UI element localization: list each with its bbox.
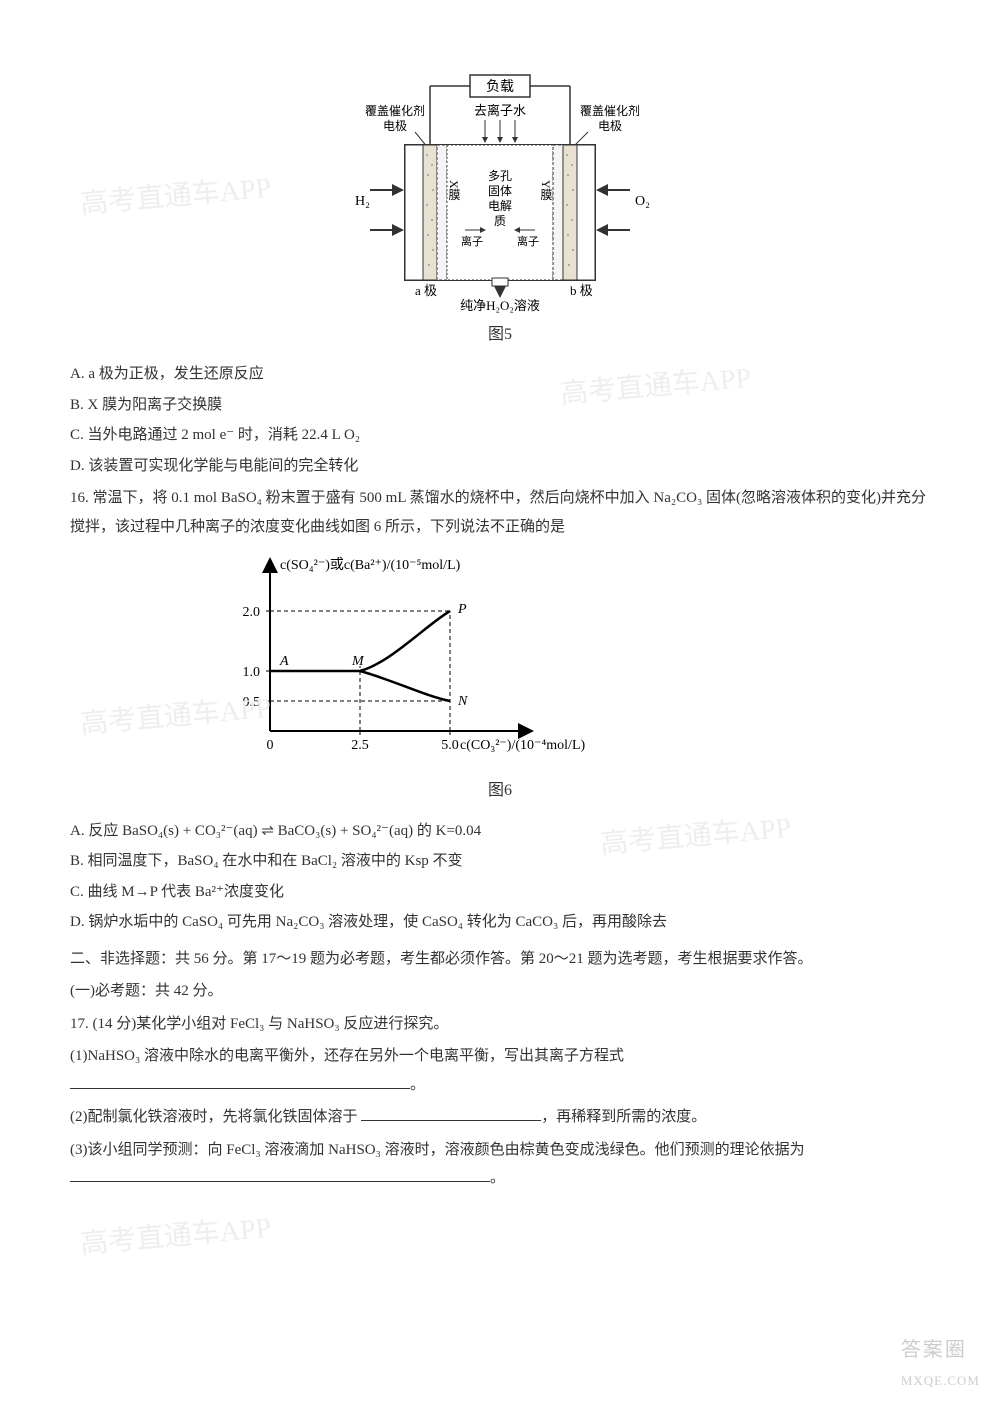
corner-watermark-line1: 答案圈 (901, 1331, 980, 1369)
watermark: 高考直通车APP (78, 162, 273, 232)
svg-text:离子: 离子 (517, 234, 539, 248)
corner-watermark-line2: MXQE.COM (901, 1369, 980, 1394)
q16-option-b: B. 相同温度下，BaSO₄ 在水中和在 BaCl₂ 溶液中的 Ksp 不变 (70, 847, 930, 876)
svg-text:X膜: X膜 (447, 180, 461, 201)
figure-5: 负载 覆盖催化剂 电极 覆盖催化剂 电极 去离子水 H₂ O₂ (320, 70, 680, 315)
svg-text:b 极: b 极 (570, 283, 593, 298)
svg-text:纯净H₂O₂溶液: 纯净H₂O₂溶液 (460, 298, 540, 313)
svg-text:H₂: H₂ (355, 194, 370, 209)
q16-option-d: D. 锅炉水垢中的 CaSO₄ 可先用 Na₂CO₃ 溶液处理，使 CaSO₄ … (70, 908, 930, 937)
svg-text:P: P (457, 602, 467, 617)
svg-text:M: M (351, 654, 365, 669)
q17-2-text: (2)配制氯化铁溶液时，先将氯化铁固体溶于 (70, 1109, 361, 1125)
figure-5-caption: 图5 (70, 320, 930, 350)
q17-2-tail: ，再稀释到所需的浓度。 (541, 1109, 706, 1125)
q17-1: (1)NaHSO₃ 溶液中除水的电离平衡外，还存在另外一个电离平衡，写出其离子方… (70, 1042, 930, 1099)
q17-stem: 17. (14 分)某化学小组对 FeCl₃ 与 NaHSO₃ 反应进行探究。 (70, 1010, 930, 1039)
svg-text:电极: 电极 (598, 119, 622, 133)
svg-text:c(SO₄²⁻)或c(Ba²⁺)/(10⁻⁵mol/L): c(SO₄²⁻)或c(Ba²⁺)/(10⁻⁵mol/L) (280, 557, 461, 573)
svg-text:覆盖催化剂: 覆盖催化剂 (580, 103, 640, 118)
svg-text:覆盖催化剂: 覆盖催化剂 (365, 103, 425, 118)
q16-stem: 16. 常温下，将 0.1 mol BaSO₄ 粉末置于盛有 500 mL 蒸馏… (70, 484, 930, 541)
q15-option-b: B. X 膜为阳离子交换膜 (70, 391, 930, 420)
svg-text:电极: 电极 (383, 119, 407, 133)
blank (361, 1105, 541, 1121)
q17-3-tail: 。 (490, 1170, 505, 1186)
svg-text:电解: 电解 (488, 199, 512, 213)
blank (70, 1073, 410, 1089)
part2-heading: 二、非选择题：共 56 分。第 17～19 题为必考题，考生都必须作答。第 20… (70, 945, 930, 974)
svg-text:质: 质 (494, 214, 506, 228)
q16-option-c: C. 曲线 M→P 代表 Ba²⁺浓度变化 (70, 878, 930, 907)
figure-6-caption: 图6 (70, 776, 930, 806)
svg-text:离子: 离子 (461, 234, 483, 248)
q17-1-text: (1)NaHSO₃ 溶液中除水的电离平衡外，还存在另外一个电离平衡，写出其离子方… (70, 1048, 624, 1064)
svg-text:负载: 负载 (486, 79, 514, 95)
watermark: 高考直通车APP (78, 1202, 273, 1272)
q15-option-c: C. 当外电路通过 2 mol e⁻ 时，消耗 22.4 L O₂ (70, 421, 930, 450)
svg-text:固体: 固体 (488, 184, 512, 198)
svg-text:0: 0 (267, 738, 274, 753)
svg-text:5.0: 5.0 (441, 738, 459, 753)
svg-text:c(CO₃²⁻)/(10⁻⁴mol/L): c(CO₃²⁻)/(10⁻⁴mol/L) (460, 738, 585, 753)
svg-text:a 极: a 极 (415, 283, 437, 298)
q17-1-tail: 。 (410, 1077, 425, 1093)
svg-text:A: A (279, 654, 289, 669)
q17-3-text: (3)该小组同学预测：向 FeCl₃ 溶液滴加 NaHSO₃ 溶液时，溶液颜色由… (70, 1142, 805, 1158)
svg-text:N: N (457, 694, 468, 709)
q17-3: (3)该小组同学预测：向 FeCl₃ 溶液滴加 NaHSO₃ 溶液时，溶液颜色由… (70, 1136, 930, 1193)
svg-text:多孔: 多孔 (488, 169, 512, 183)
part2-sub: (一)必考题：共 42 分。 (70, 977, 930, 1006)
blank (70, 1166, 490, 1182)
svg-text:O₂: O₂ (635, 194, 650, 209)
q15-option-d: D. 该装置可实现化学能与电能间的完全转化 (70, 452, 930, 481)
q16-option-a: A. 反应 BaSO₄(s) + CO₃²⁻(aq) ⇌ BaCO₃(s) + … (70, 817, 930, 846)
svg-text:1.0: 1.0 (243, 665, 261, 680)
svg-text:2.5: 2.5 (351, 738, 369, 753)
figure-6: c(SO₄²⁻)或c(Ba²⁺)/(10⁻⁵mol/L) c(CO₃²⁻)/(1… (210, 551, 630, 771)
corner-watermark: 答案圈 MXQE.COM (901, 1331, 980, 1394)
svg-text:0.5: 0.5 (243, 695, 261, 710)
svg-text:去离子水: 去离子水 (474, 103, 526, 118)
svg-text:Y膜: Y膜 (539, 180, 553, 201)
svg-text:2.0: 2.0 (243, 605, 261, 620)
q15-option-a: A. a 极为正极，发生还原反应 (70, 360, 930, 389)
q17-2: (2)配制氯化铁溶液时，先将氯化铁固体溶于 ，再稀释到所需的浓度。 (70, 1103, 930, 1132)
